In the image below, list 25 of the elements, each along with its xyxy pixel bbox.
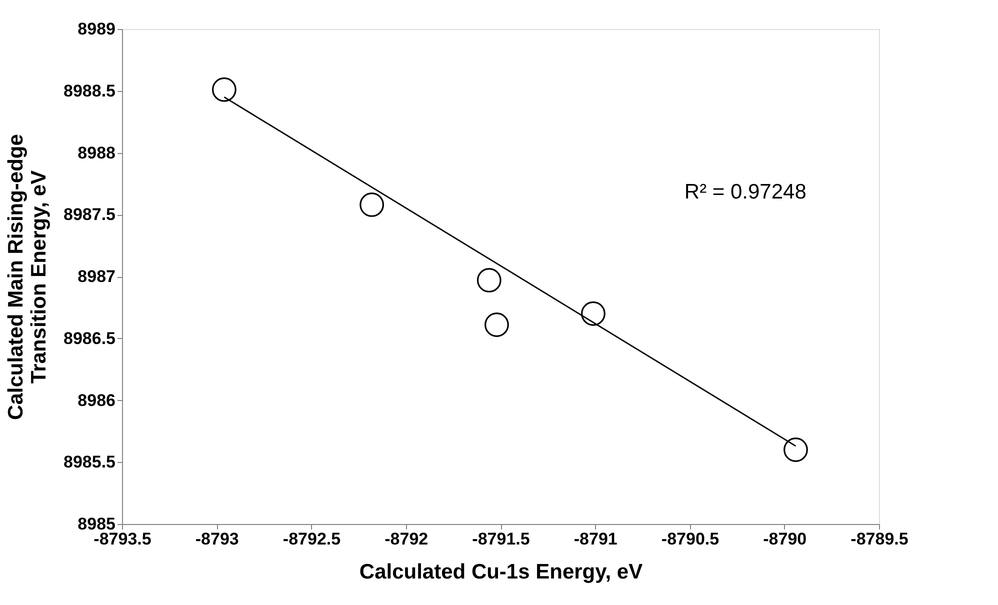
- x-tick-label: -8791.5: [472, 530, 530, 548]
- point: [784, 438, 808, 462]
- y-tick-label: 8989: [78, 20, 116, 38]
- point: [484, 312, 509, 337]
- y-tick-label: 8988.5: [64, 81, 116, 100]
- y-tick-label: 8987.5: [64, 205, 116, 224]
- point: [212, 77, 236, 102]
- y-tick-label: 8985.5: [64, 452, 116, 472]
- y-tick-label: 8987: [78, 267, 116, 286]
- x-tick-label: -8790: [763, 530, 807, 548]
- x-tick-label: -8793: [195, 530, 239, 548]
- y-tick-label: 8986: [78, 390, 116, 410]
- y-axis-title: Calculated Main Rising-edge Transition Energy, eV: [4, 134, 51, 420]
- y-tick-label: 8986.5: [64, 328, 116, 348]
- x-axis-title: Calculated Cu-1s Energy, eV: [359, 560, 643, 584]
- x-tick-label: -8792.5: [282, 530, 341, 548]
- point: [476, 268, 502, 292]
- point: [360, 192, 384, 217]
- annotation: R² = 0.97248: [684, 180, 806, 204]
- point: [581, 301, 606, 326]
- y-tick-label: 8988: [78, 143, 116, 162]
- x-tick-label: -8789.5: [850, 530, 908, 548]
- x-tick-label: -8791: [574, 530, 618, 548]
- x-tick-label: -8792: [384, 530, 428, 548]
- x-tick-label: -8790.5: [661, 530, 720, 548]
